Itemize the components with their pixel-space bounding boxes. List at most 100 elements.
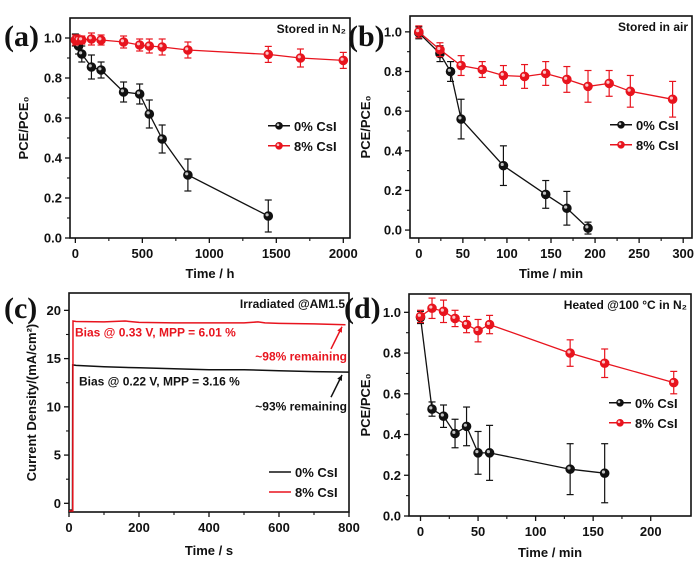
panel-a: 0 500 1000 1500 2000 0.0 0.2 0.4 0.6 0.8 1.0 Time /…: [4, 17, 358, 281]
data-point: [157, 42, 167, 52]
data-point: [565, 464, 575, 474]
series-1: [69, 320, 346, 512]
data-point: [118, 37, 129, 47]
legend-marker-highlight: [276, 123, 280, 127]
plot-frame: [408, 293, 692, 517]
legend-label: 0% CsI: [636, 118, 679, 133]
data-point-highlight: [627, 88, 631, 92]
panel-condition-label: Stored in air: [618, 20, 688, 34]
x-tick-label: 100: [525, 524, 547, 539]
x-axis-title: Time / h: [186, 266, 235, 281]
y-tick-label: 0.6: [384, 104, 402, 119]
data-point-highlight: [437, 46, 441, 51]
x-tick-label: 50: [471, 524, 485, 539]
data-point: [427, 303, 437, 314]
series-line: [419, 317, 605, 474]
data-point-highlight: [601, 470, 606, 474]
data-point-highlight: [136, 91, 141, 95]
data-point-highlight: [452, 430, 456, 434]
panel-label: (b): [348, 20, 385, 53]
data-point: [583, 223, 593, 233]
data-point: [484, 319, 495, 330]
legend-label: 8% CsI: [636, 138, 679, 153]
data-point: [599, 468, 610, 479]
data-point-highlight: [669, 96, 674, 100]
data-point: [477, 64, 488, 75]
data-point-highlight: [585, 83, 589, 87]
legend-marker: [275, 142, 283, 150]
data-point: [540, 68, 551, 79]
data-point-highlight: [98, 67, 102, 71]
legend-label: 8% CsI: [295, 485, 338, 500]
legend-marker: [616, 418, 624, 427]
series-line: [74, 39, 269, 217]
data-point: [263, 211, 274, 221]
data-point-highlight: [146, 43, 150, 47]
data-point-highlight: [567, 350, 571, 354]
data-point-highlight: [265, 213, 269, 217]
data-point: [519, 71, 530, 82]
data-point-highlight: [78, 51, 83, 55]
x-tick-label: 150: [540, 246, 562, 261]
x-axis-title: Time / min: [518, 545, 582, 560]
legend-label: 8% CsI: [294, 139, 337, 154]
x-axis-title: Time / s: [185, 543, 233, 558]
data-point-highlight: [486, 450, 490, 454]
y-tick-label: 5: [54, 448, 61, 463]
data-point-highlight: [136, 42, 141, 46]
x-tick-label: 200: [640, 524, 662, 539]
data-point-highlight: [542, 70, 547, 74]
x-tick-label: 250: [628, 246, 650, 261]
data-point-highlight: [185, 47, 189, 51]
data-point: [540, 189, 551, 200]
data-point-highlight: [500, 162, 504, 167]
data-point-highlight: [479, 66, 483, 70]
y-tick-label: 1.0: [383, 305, 401, 320]
y-tick-label: 0.4: [383, 427, 402, 442]
data-point: [450, 428, 460, 439]
data-point: [96, 35, 106, 45]
data-point-highlight: [500, 72, 504, 76]
data-point-highlight: [585, 225, 589, 229]
data-point-highlight: [146, 111, 150, 115]
y-tick-label: 0.0: [44, 231, 62, 246]
data-point-highlight: [440, 413, 444, 417]
x-tick-label: 200: [584, 246, 606, 261]
data-point: [461, 319, 472, 330]
data-point: [435, 44, 445, 55]
y-tick-label: 0.0: [384, 223, 402, 238]
data-point: [263, 49, 274, 60]
series-1: [415, 297, 679, 395]
data-point-highlight: [542, 191, 547, 195]
x-tick-label: 1500: [262, 246, 291, 261]
legend-label: 8% CsI: [635, 416, 678, 431]
data-point-highlight: [521, 73, 525, 77]
data-point-highlight: [340, 57, 344, 61]
series-0: [70, 33, 274, 233]
x-tick-label: 300: [672, 246, 694, 261]
panel-label: (a): [4, 20, 39, 53]
panel-condition-label: Heated @100 °C in N₂: [564, 298, 687, 312]
x-tick-label: 600: [268, 520, 290, 535]
x-tick-label: 0: [415, 246, 422, 261]
panel-label: (d): [344, 292, 381, 325]
data-point: [134, 40, 145, 50]
data-point: [86, 34, 97, 44]
legend-marker-highlight: [617, 420, 621, 424]
data-point: [473, 325, 483, 336]
y-tick-label: 0.2: [383, 468, 401, 483]
annotation-text: ~98% remaining: [255, 350, 347, 364]
data-point-highlight: [486, 321, 490, 325]
data-point-highlight: [185, 172, 189, 176]
data-point-highlight: [429, 406, 433, 410]
data-point-highlight: [416, 29, 420, 33]
data-point-highlight: [440, 308, 444, 312]
series-1: [70, 32, 349, 70]
data-point: [498, 160, 509, 171]
annotation-text: Bias @ 0.22 V, MPP = 3.16 %: [79, 375, 240, 389]
x-tick-label: 800: [338, 520, 360, 535]
data-point-highlight: [458, 116, 462, 120]
data-point: [599, 358, 610, 369]
data-point: [183, 45, 193, 55]
plot-frame: [69, 17, 351, 239]
